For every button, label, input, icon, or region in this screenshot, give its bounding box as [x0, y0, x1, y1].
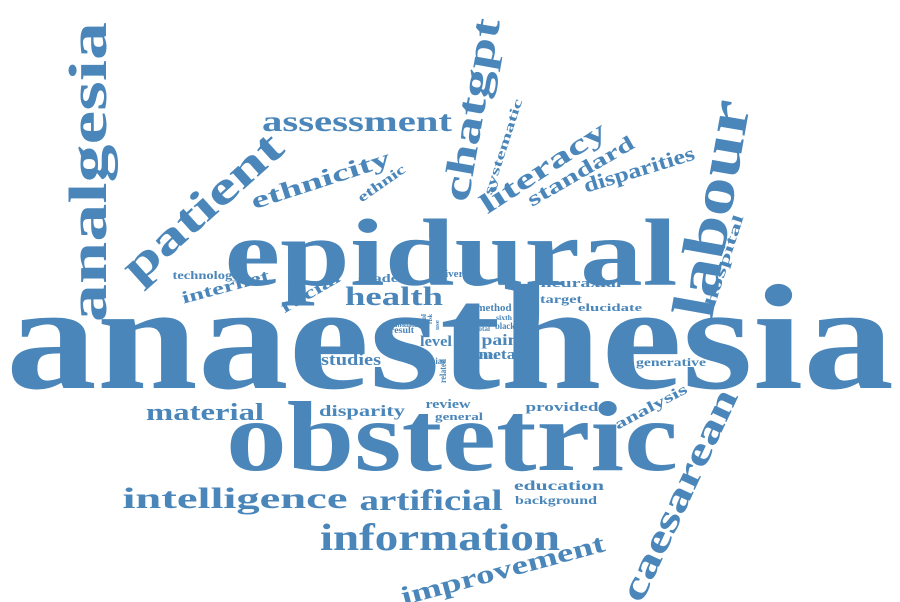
- word-elucidate: elucidate: [578, 302, 642, 314]
- word-target: target: [540, 292, 582, 306]
- word-analgesia: analgesia: [58, 22, 118, 322]
- word-material: material: [146, 400, 264, 426]
- word-cloud-words: anaesthesiaobstetricepidurallabouranalge…: [6, 14, 894, 602]
- word-risk: risk: [428, 313, 434, 324]
- word-obstetric: obstetric: [226, 381, 678, 492]
- word-delivery: delivery: [431, 269, 469, 280]
- word-epidural: epidural: [225, 200, 678, 306]
- word-anaesthesia: anaesthesia: [6, 255, 894, 421]
- word-method: method: [477, 303, 512, 314]
- word-total: total: [476, 325, 490, 333]
- word-bias: bias: [431, 356, 446, 366]
- word-black: black: [495, 321, 515, 331]
- word-result: result: [390, 325, 414, 335]
- word-studies: studies: [321, 350, 381, 369]
- word-level: level: [420, 334, 452, 350]
- word-data: data: [404, 321, 419, 329]
- word-education: education: [514, 479, 604, 494]
- word-ratio: ratio: [392, 323, 405, 329]
- word-technology: technology: [173, 268, 240, 282]
- word-artificial: artificial: [360, 484, 503, 517]
- word-related: related: [438, 359, 448, 383]
- word-generative: generative: [636, 355, 707, 369]
- word-use: use: [435, 320, 441, 330]
- word-sixth: sixth: [496, 314, 512, 322]
- word-meta: meta: [479, 347, 517, 363]
- word-neuraxial: neuraxial: [541, 275, 623, 290]
- word-review: review: [426, 396, 472, 411]
- word-general: general: [435, 411, 483, 423]
- word-disparity: disparity: [319, 403, 405, 420]
- word-provided: provided: [526, 399, 600, 414]
- word-grade: grade: [358, 271, 399, 285]
- word-tool: tool: [420, 314, 428, 326]
- word-pain: pain: [482, 332, 519, 349]
- word-health: health: [345, 282, 444, 311]
- word-assessment: assessment: [262, 105, 452, 138]
- word-white: white: [477, 351, 497, 361]
- word-background: background: [515, 493, 597, 507]
- word-intelligence: intelligence: [123, 482, 348, 515]
- word-information: information: [320, 517, 560, 559]
